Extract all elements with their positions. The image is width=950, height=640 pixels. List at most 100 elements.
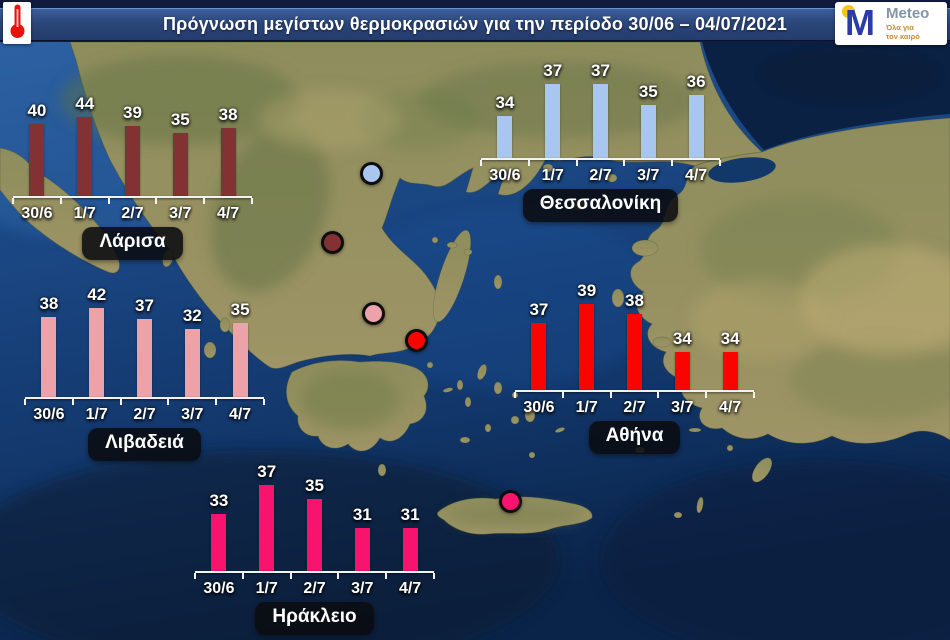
- axis-tick: [215, 399, 218, 405]
- bar: [579, 304, 595, 390]
- bar-column: 34: [706, 329, 754, 390]
- axis-tick: [753, 392, 755, 398]
- bar-value-label: 33: [209, 491, 229, 510]
- x-axis: [514, 390, 755, 398]
- bar-column: 38: [611, 291, 659, 390]
- bar-column: 39: [563, 281, 611, 390]
- axis-tick: [705, 392, 708, 398]
- chart-athina: 37 39 38 34 34 30/6 1/7 2/7 3/7 4/7 Αθήνα: [514, 270, 755, 454]
- bar: [674, 352, 690, 390]
- city-marker-livadeia: [362, 302, 385, 325]
- axis-tick: [203, 198, 206, 204]
- bar: [172, 133, 188, 196]
- bars-row: 33 37 35 31 31: [195, 451, 434, 571]
- axis-tick: [527, 160, 530, 166]
- x-tick-label: 3/7: [181, 406, 204, 423]
- bar: [124, 126, 140, 196]
- bar-value-label: 31: [400, 505, 420, 524]
- axis-tick: [514, 392, 516, 398]
- bar-value-label: 35: [638, 82, 658, 101]
- bar: [722, 352, 738, 390]
- x-tick-label: 30/6: [489, 167, 521, 184]
- bar-value-label: 39: [577, 281, 597, 300]
- x-tick-label: 4/7: [228, 406, 252, 423]
- x-tick-labels: 30/6 1/7 2/7 3/7 4/7: [13, 205, 252, 223]
- bar-value-label: 34: [672, 329, 692, 348]
- bar-value-label: 38: [625, 291, 644, 310]
- x-tick-label: 4/7: [684, 167, 708, 184]
- x-tick-label: 4/7: [216, 205, 240, 222]
- x-tick-label: 3/7: [671, 399, 694, 416]
- chart-thessaloniki: 34 37 37 35 36 30/6 1/7 2/7 3/7 4/7 Θεσσαλονίκη: [480, 38, 721, 222]
- city-marker-irakleio: [499, 490, 522, 513]
- header-title-bar: Πρόγνωση μεγίστων θερμοκρασιών για την π…: [0, 8, 950, 41]
- bar-column: 35: [624, 82, 672, 158]
- axis-tick: [263, 399, 265, 405]
- bar-column: 31: [386, 505, 434, 571]
- bar-column: 37: [515, 300, 563, 390]
- x-tick-label: 4/7: [398, 580, 422, 597]
- bar-value-label: 37: [257, 462, 277, 481]
- x-tick-labels: 30/6 1/7 2/7 3/7 4/7: [25, 406, 264, 424]
- bar-column: 38: [204, 105, 252, 196]
- bar-column: 34: [481, 93, 529, 158]
- logo-tagline-line1: Όλα για: [886, 22, 914, 32]
- axis-tick: [71, 399, 74, 405]
- bar-column: 35: [156, 110, 204, 196]
- axis-tick: [609, 392, 612, 398]
- bar: [640, 105, 656, 158]
- logo-tagline-line2: τον καιρό: [886, 32, 920, 42]
- x-tick-label: 3/7: [351, 580, 374, 597]
- chart-livadeia: 38 42 37 32 35 30/6 1/7 2/7 3/7 4/7 Λιβαδειά: [24, 277, 265, 461]
- bar-value-label: 36: [686, 72, 706, 91]
- bar-column: 37: [529, 61, 577, 158]
- x-axis: [12, 196, 253, 204]
- city-label-badge: Θεσσαλονίκη: [522, 189, 679, 222]
- bar-value-label: 42: [87, 285, 107, 304]
- bar-column: 33: [195, 491, 243, 571]
- bar-column: 35: [291, 476, 339, 571]
- bar-column: 32: [168, 306, 216, 397]
- bar: [688, 95, 704, 158]
- axis-tick: [194, 573, 196, 579]
- bar-column: 44: [61, 94, 109, 196]
- bars-row: 34 37 37 35 36: [481, 38, 720, 158]
- bar-column: 35: [216, 300, 264, 397]
- axis-tick: [24, 399, 26, 405]
- x-tick-label: 2/7: [121, 205, 144, 222]
- bar: [232, 323, 248, 397]
- x-tick-label: 2/7: [303, 580, 326, 597]
- axis-tick: [241, 573, 244, 579]
- thermometer-icon: [9, 3, 26, 44]
- meteo-logo: M Meteo Όλα για τον καιρό: [835, 2, 947, 45]
- x-tick-label: 2/7: [589, 167, 612, 184]
- bar-value-label: 34: [495, 93, 515, 112]
- city-label-badge: Λιβαδειά: [88, 428, 201, 461]
- x-tick-labels: 30/6 1/7 2/7 3/7 4/7: [515, 399, 754, 417]
- bar: [136, 319, 152, 397]
- bar: [626, 314, 642, 390]
- x-axis: [480, 158, 721, 166]
- bar-value-label: 38: [39, 294, 59, 313]
- axis-tick: [289, 573, 292, 579]
- city-badge-row: Λιβαδειά: [25, 428, 264, 461]
- city-badge-row: Ηράκλειο: [195, 602, 434, 635]
- city-badge-row: Αθήνα: [515, 421, 754, 454]
- bar: [306, 499, 322, 571]
- x-tick-label: 4/7: [718, 399, 742, 416]
- logo-letter: M: [845, 1, 875, 43]
- bar-value-label: 37: [591, 61, 610, 80]
- bar-value-label: 40: [27, 101, 47, 120]
- page-title: Πρόγνωση μεγίστων θερμοκρασιών για την π…: [162, 14, 788, 34]
- bar: [220, 128, 236, 196]
- x-axis: [194, 571, 435, 579]
- bars-row: 38 42 37 32 35: [25, 277, 264, 397]
- bar-value-label: 37: [543, 61, 563, 80]
- axis-tick: [385, 573, 388, 579]
- logo-yellow-dot: [842, 4, 855, 18]
- city-badge-row: Λάρισα: [13, 227, 252, 260]
- x-tick-label: 2/7: [133, 406, 156, 423]
- bar-column: 37: [121, 296, 169, 397]
- x-tick-label: 3/7: [637, 167, 660, 184]
